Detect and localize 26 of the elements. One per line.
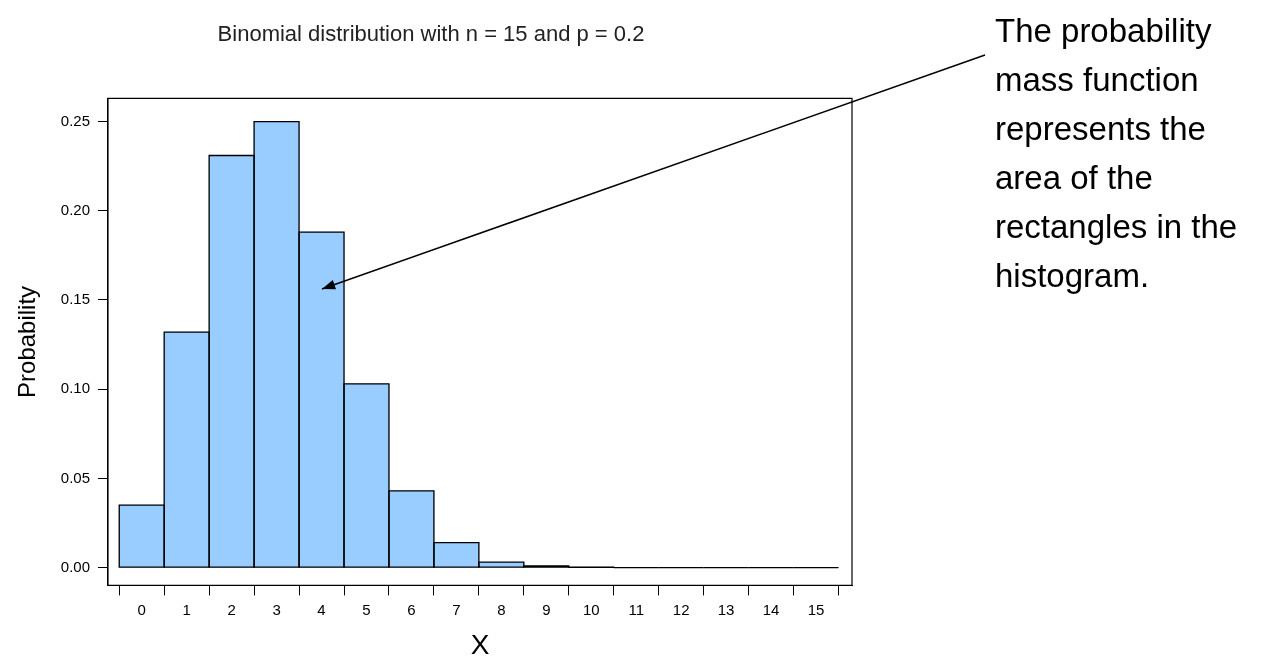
y-tick-label: 0.00 [60, 557, 90, 575]
x-axis-title: X [470, 628, 490, 660]
x-tick-label: 14 [762, 600, 780, 618]
y-tick-label: 0.05 [60, 468, 90, 486]
y-axis-title: Probability [13, 285, 41, 398]
x-tick-label: 6 [407, 600, 416, 618]
x-tick-label: 0 [137, 600, 146, 618]
y-tick-label: 0.15 [60, 290, 90, 308]
x-tick-label: 8 [497, 600, 506, 618]
x-tick-label: 5 [362, 600, 371, 618]
x-tick-label: 9 [542, 600, 551, 618]
x-tick-label: 13 [717, 600, 735, 618]
text: The probability mass function represents the area of the rectangles in the histogram. [995, 11, 1239, 296]
y-tick-label: 0.20 [60, 200, 90, 218]
x-tick-label: 11 [628, 600, 644, 618]
y-tick-label: 0.25 [60, 111, 90, 129]
x-tick-label: 4 [317, 600, 326, 618]
x-tick-label: 7 [452, 600, 461, 618]
x-tick-label: 3 [272, 600, 281, 618]
y-tick-label: 0.10 [60, 379, 90, 397]
x-tick-label: 10 [582, 600, 600, 618]
x-tick-label: 15 [807, 600, 825, 618]
chart-title: Binomial distribution with n = 15 and p = 0.2 [217, 21, 645, 47]
x-tick-label: 1 [182, 600, 191, 618]
x-tick-label: 2 [227, 600, 236, 618]
x-tick-label: 12 [672, 600, 690, 618]
